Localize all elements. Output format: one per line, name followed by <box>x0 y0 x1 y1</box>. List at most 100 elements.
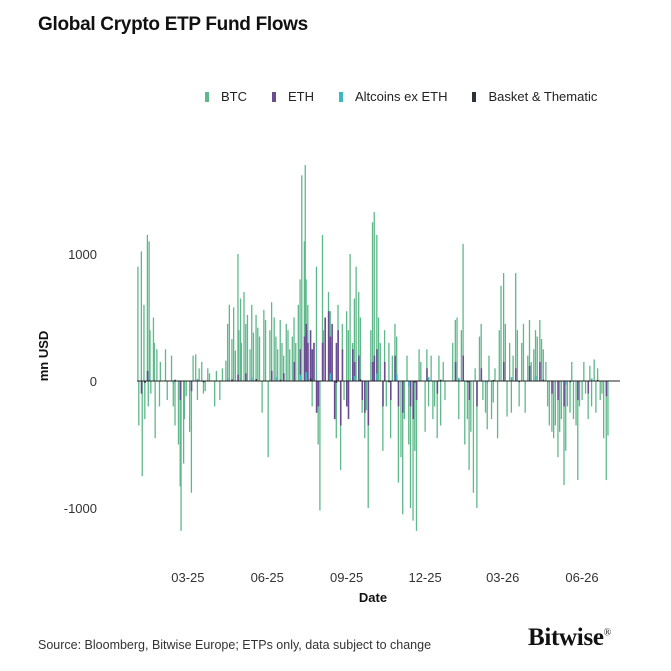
bar-btc <box>192 355 194 381</box>
bar-eth <box>409 381 412 407</box>
bar-btc <box>258 336 261 381</box>
bar-btc <box>214 381 216 407</box>
bar-btc <box>596 368 599 381</box>
bar-eth <box>353 361 356 381</box>
bar-btc <box>496 381 499 439</box>
y-axis-title: mn USD <box>36 331 51 382</box>
bar-btc <box>486 381 488 430</box>
legend-swatch <box>472 92 477 102</box>
bar-btc <box>466 381 469 420</box>
bar-eth <box>333 381 336 420</box>
bar-btc <box>456 317 458 381</box>
bar-eth <box>341 349 344 381</box>
bar-btc <box>504 323 506 381</box>
bar-btc <box>183 381 186 420</box>
bars-layer <box>137 165 609 531</box>
bar-btc <box>283 355 285 381</box>
bar-altcoins-ex-eth <box>275 377 277 381</box>
bar-btc <box>530 361 532 381</box>
bar-altcoins-ex-eth <box>226 378 229 381</box>
bar-eth <box>480 368 483 381</box>
x-tick-label: 06-26 <box>565 570 598 585</box>
bar-btc <box>237 254 239 381</box>
bar-btc <box>589 365 591 381</box>
bar-btc <box>539 320 541 381</box>
bar-altcoins-ex-eth <box>376 373 378 381</box>
bar-btc <box>138 381 140 426</box>
bar-btc <box>426 349 428 381</box>
bar-btc <box>566 381 569 407</box>
bar-eth <box>436 381 439 394</box>
bar-btc <box>295 342 297 381</box>
bar-btc <box>470 381 472 432</box>
bar-btc <box>560 381 563 420</box>
bar-btc <box>402 381 404 515</box>
bar-btc <box>321 234 324 381</box>
bar-btc <box>528 320 531 381</box>
bar-btc <box>201 361 203 381</box>
bar-eth <box>412 381 414 420</box>
bar-btc <box>394 323 396 381</box>
bar-btc <box>276 349 279 381</box>
bar-btc <box>383 330 386 381</box>
bar-eth <box>270 370 273 381</box>
bar-btc <box>189 381 191 432</box>
bar-eth <box>415 381 418 401</box>
bar-eth <box>327 311 330 381</box>
bar-eth <box>315 381 318 413</box>
bar-altcoins-ex-eth <box>590 378 593 381</box>
bar-eth <box>557 381 559 401</box>
bar-btc <box>510 381 513 413</box>
bar-btc <box>581 381 583 401</box>
bar-btc <box>444 381 446 401</box>
bar-btc <box>391 355 393 381</box>
bar-btc <box>572 381 575 420</box>
bar-btc <box>156 349 158 381</box>
bar-altcoins-ex-eth <box>172 381 175 384</box>
bar-btc <box>601 381 603 394</box>
bar-btc <box>267 381 269 458</box>
bar-btc <box>179 381 181 487</box>
bar-btc <box>249 349 251 381</box>
bar-btc <box>251 304 253 381</box>
bar-btc <box>490 381 493 420</box>
bar-btc <box>478 336 481 381</box>
bar-btc <box>240 342 243 381</box>
legend-swatch <box>205 92 209 102</box>
bar-btc <box>149 330 151 381</box>
bar-btc <box>273 317 275 381</box>
bar-btc <box>382 381 384 451</box>
bar-altcoins-ex-eth <box>510 377 513 381</box>
bar-btc <box>565 381 567 451</box>
bar-btc <box>140 251 143 381</box>
bar-btc <box>343 381 345 401</box>
bar-btc <box>231 339 233 381</box>
y-tick-label: 1000 <box>68 247 97 262</box>
bar-basket-thematic <box>569 381 571 383</box>
bar-btc <box>593 359 595 381</box>
bar-btc <box>534 330 537 381</box>
bar-eth <box>324 317 327 381</box>
bar-btc <box>335 381 337 439</box>
bar-eth <box>313 342 315 381</box>
bar-eth <box>426 368 428 381</box>
bar-btc <box>563 381 565 486</box>
x-tick-label: 12-25 <box>408 570 441 585</box>
bar-btc <box>607 381 609 436</box>
bar-btc <box>208 373 211 381</box>
bar-btc <box>311 381 313 407</box>
bar-btc <box>228 304 230 381</box>
bar-btc <box>551 381 553 432</box>
bar-btc <box>418 349 420 381</box>
bar-basket-thematic <box>202 381 205 383</box>
bar-eth <box>237 374 239 381</box>
bar-btc <box>233 307 235 381</box>
y-tick-labels: 1000 0 -1000 <box>64 247 97 516</box>
bar-btc <box>506 381 508 417</box>
bar-btc <box>468 381 470 470</box>
bar-basket-thematic <box>174 379 176 381</box>
bar-btc <box>279 320 281 381</box>
bar-eth <box>345 381 348 407</box>
bar-eth <box>382 381 384 407</box>
source-note: Source: Bloomberg, Bitwise Europe; ETPs … <box>38 638 432 652</box>
